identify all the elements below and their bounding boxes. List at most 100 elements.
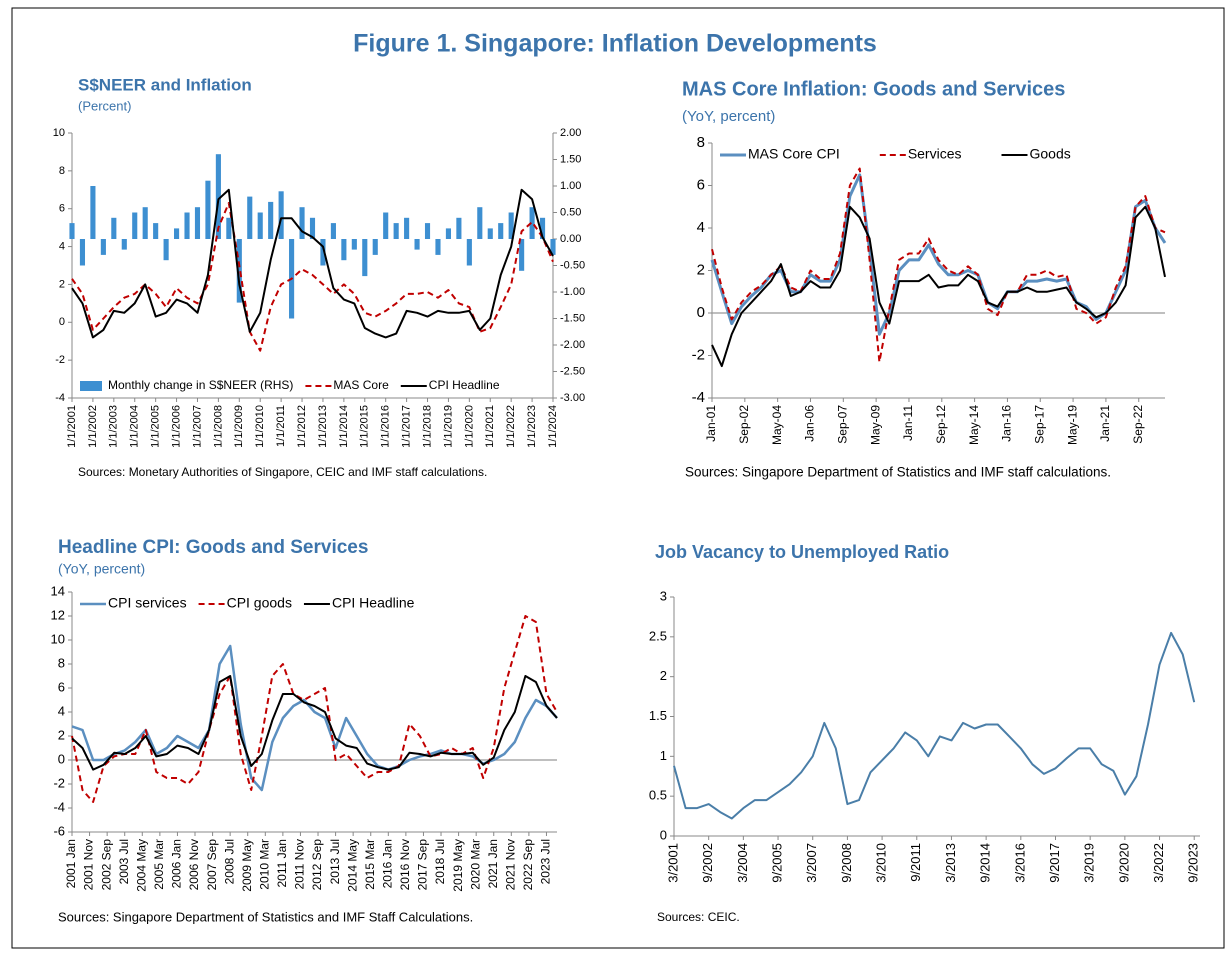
bar — [247, 196, 253, 239]
y-tick-label: 8 — [59, 165, 65, 177]
x-tick-label: Jan-11 — [901, 405, 915, 441]
bar — [424, 223, 431, 239]
y-tick-label: 14 — [51, 583, 65, 598]
x-tick-label: 2023 Jul — [539, 839, 553, 884]
series-line — [673, 631, 1196, 820]
y-tick-label: 2 — [58, 727, 65, 742]
bar — [435, 239, 441, 255]
x-tick-label: Jan-06 — [803, 405, 817, 442]
bar — [309, 217, 316, 239]
x-tick-label: 1/1/2014 — [338, 405, 350, 448]
legend-label: MAS Core CPI — [748, 146, 840, 162]
bar — [519, 239, 525, 271]
x-tick-label: 2008 Jul — [222, 839, 236, 884]
x-tick-label: Sep-17 — [1032, 405, 1046, 444]
x-tick-label: 1/1/2018 — [421, 405, 433, 448]
x-tick-label: 2007 Sep — [205, 839, 219, 891]
x-tick-label: 1/1/2017 — [401, 405, 413, 448]
y-tick-label: 4 — [59, 240, 65, 252]
x-tick-label: 2017 Sep — [416, 839, 430, 891]
chart-subtitle: (YoY, percent) — [682, 108, 775, 125]
x-tick-label: 2001 Jan — [64, 839, 78, 888]
series-line — [711, 167, 1166, 363]
y-tick-label: 1 — [660, 748, 667, 763]
y-tick-label: 1.5 — [649, 708, 667, 723]
x-tick-label: 2006 Nov — [187, 839, 201, 890]
x-tick-label: 2021 Jan — [486, 839, 500, 888]
source-note: Sources: Singapore Department of Statist… — [58, 909, 473, 924]
bar — [215, 154, 221, 239]
x-tick-label: 2016 Jan — [380, 839, 394, 888]
x-tick-label: 2009 May — [240, 839, 254, 892]
bar — [456, 217, 462, 239]
y-tick-label: 0 — [660, 827, 667, 842]
x-tick-label: Sep-07 — [835, 405, 849, 444]
x-tick-label: Sep-02 — [737, 405, 751, 444]
y2-tick-label: -1.50 — [560, 312, 585, 324]
bar — [90, 186, 96, 239]
x-tick-label: 1/1/2006 — [170, 405, 182, 448]
y2-tick-label: -3.00 — [560, 392, 585, 404]
y-tick-label: -2 — [53, 775, 65, 790]
y2-tick-label: 1.50 — [560, 153, 581, 165]
bar — [330, 223, 336, 239]
bar — [184, 212, 190, 239]
x-tick-label: 2013 Jul — [328, 839, 342, 884]
legend-swatch — [80, 381, 102, 391]
bar — [132, 212, 138, 239]
x-tick-label: 2001 Nov — [82, 839, 96, 890]
x-tick-label: 3/2016 — [1012, 843, 1027, 883]
x-tick-label: 3/2013 — [943, 843, 958, 883]
x-tick-label: 1/1/2007 — [191, 405, 203, 448]
y-tick-label: -2 — [692, 346, 705, 363]
y-tick-label: 3 — [660, 588, 667, 603]
bar — [351, 239, 357, 250]
series-line — [711, 205, 1166, 368]
bar — [539, 217, 546, 239]
x-tick-label: 3/2001 — [665, 843, 680, 883]
y-tick-label: 2 — [59, 278, 65, 290]
x-tick-label: 2003 Jul — [117, 839, 131, 884]
bar — [498, 223, 504, 239]
x-tick-label: 1/1/2004 — [129, 405, 141, 448]
bar — [299, 207, 305, 239]
figure-title: Figure 1. Singapore: Inflation Developme… — [353, 30, 877, 58]
x-tick-label: Sep-22 — [1131, 405, 1145, 444]
y2-tick-label: -2.00 — [560, 339, 585, 351]
bar — [508, 212, 514, 239]
x-tick-label: 2014 May — [345, 839, 359, 892]
bar — [79, 239, 86, 266]
legend-label: MAS Core — [333, 378, 389, 392]
x-tick-label: 1/1/2023 — [526, 405, 538, 448]
x-tick-label: May-19 — [1065, 405, 1079, 445]
bar — [529, 207, 535, 239]
bar — [320, 239, 326, 266]
y2-tick-label: -1.00 — [560, 286, 585, 298]
chart-subtitle: (Percent) — [78, 98, 131, 113]
bar — [445, 228, 451, 239]
bar — [236, 239, 242, 303]
source-note: Sources: CEIC. — [657, 910, 740, 924]
bar — [383, 212, 389, 239]
legend-label: CPI Headline — [429, 378, 500, 392]
chart-title: Job Vacancy to Unemployed Ratio — [655, 542, 949, 562]
bar — [121, 239, 127, 250]
x-tick-label: 1/1/2021 — [484, 405, 496, 448]
x-tick-label: 1/1/2012 — [296, 405, 308, 448]
x-tick-label: Sep-12 — [934, 405, 948, 444]
y-tick-label: -4 — [53, 799, 65, 814]
y-tick-label: 0.5 — [649, 788, 667, 803]
x-tick-label: 1/1/2015 — [359, 405, 371, 448]
x-tick-label: 9/2023 — [1186, 843, 1201, 883]
x-tick-label: 2021 Nov — [503, 839, 517, 890]
x-tick-label: 1/1/2016 — [380, 405, 392, 448]
x-tick-label: 9/2017 — [1047, 843, 1062, 883]
bar — [466, 239, 472, 266]
x-tick-label: 3/2010 — [874, 843, 889, 883]
x-tick-label: 1/1/2002 — [87, 405, 99, 448]
x-tick-label: 2020 Mar — [468, 839, 482, 890]
y-tick-label: -2 — [55, 354, 65, 366]
y-tick-label: 4 — [697, 219, 705, 236]
y-tick-label: 0 — [58, 751, 65, 766]
